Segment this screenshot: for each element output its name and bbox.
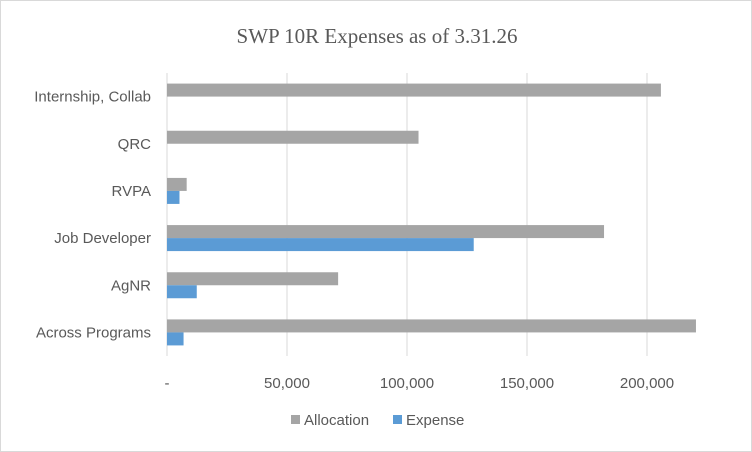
category-label: AgNR [111,277,151,294]
x-tick-label: 200,000 [620,375,674,392]
bar-expense [167,238,474,252]
legend-label: Expense [406,412,464,429]
x-tick-label: - [165,375,170,392]
bar-expense [167,332,184,346]
x-tick-label: 100,000 [380,375,434,392]
bar-allocation [167,177,187,191]
bar-allocation [167,319,696,333]
legend-label: Allocation [304,412,369,429]
legend-swatch-expense [393,415,402,424]
x-tick-label: 50,000 [264,375,310,392]
bar-expense [167,285,197,299]
bar-allocation [167,272,339,286]
bar-allocation [167,83,661,97]
x-tick-label: 150,000 [500,375,554,392]
category-label: QRC [118,136,152,153]
category-label: Job Developer [54,230,151,247]
bar-expense [167,190,180,204]
bar-allocation [167,130,419,144]
category-label: RVPA [112,183,151,200]
bar-allocation [167,225,605,239]
legend-swatch-allocation [291,415,300,424]
chart-title: SWP 10R Expenses as of 3.31.26 [237,24,518,48]
category-label: Internship, Collab [34,89,151,106]
category-label: Across Programs [36,324,151,341]
